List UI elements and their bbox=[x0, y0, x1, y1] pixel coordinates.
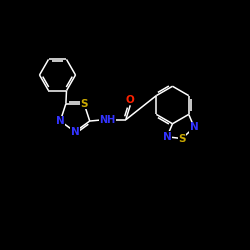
Text: NH: NH bbox=[100, 115, 116, 125]
Text: N: N bbox=[163, 132, 172, 142]
Text: N: N bbox=[56, 116, 65, 126]
Text: S: S bbox=[178, 134, 186, 143]
Text: N: N bbox=[190, 122, 198, 132]
Text: S: S bbox=[80, 99, 88, 109]
Text: O: O bbox=[126, 95, 134, 105]
Text: N: N bbox=[71, 127, 80, 137]
